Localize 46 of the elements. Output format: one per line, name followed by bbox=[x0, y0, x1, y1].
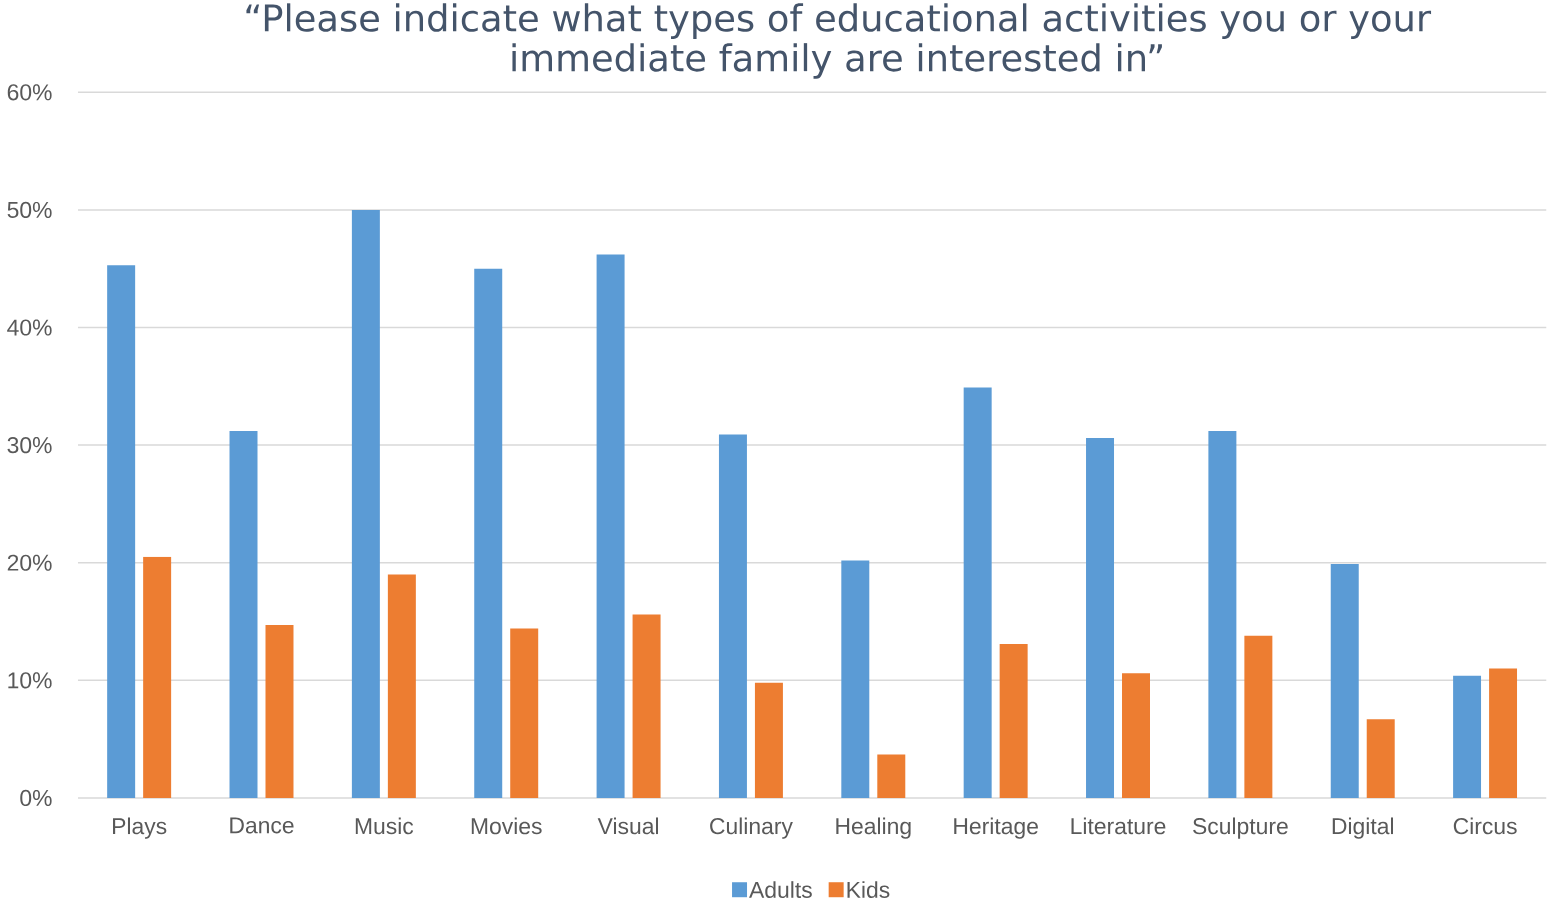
bar bbox=[1244, 635, 1273, 799]
bar bbox=[474, 268, 503, 799]
bar bbox=[877, 754, 906, 799]
bar bbox=[1453, 675, 1482, 799]
y-tick-label: 60% bbox=[7, 84, 52, 101]
x-tick-label: Sculpture bbox=[1193, 817, 1288, 839]
bar bbox=[510, 628, 539, 799]
bar bbox=[1086, 438, 1115, 799]
x-tick-label: Plays bbox=[113, 817, 167, 839]
legend-label: Adults bbox=[749, 881, 812, 899]
bar bbox=[963, 387, 992, 799]
bar bbox=[265, 625, 294, 799]
y-tick-label: 20% bbox=[7, 554, 52, 571]
x-tick-label: Culinary bbox=[710, 817, 793, 839]
chart-title: “Please indicate what types of educational activities you or your immediate family are interested in” bbox=[246, 3, 1432, 79]
x-tick-label: Movies bbox=[471, 817, 542, 835]
bar bbox=[632, 614, 661, 799]
y-tick-label: 50% bbox=[7, 201, 52, 219]
x-tick-label: Circus bbox=[1453, 817, 1517, 835]
bar bbox=[841, 560, 870, 799]
x-tick-label: Digital bbox=[1332, 817, 1394, 839]
bar bbox=[1122, 673, 1150, 799]
y-tick-label: 30% bbox=[7, 437, 52, 454]
x-tick-label: Literature bbox=[1071, 817, 1166, 835]
bar bbox=[999, 643, 1028, 799]
bar bbox=[596, 254, 625, 799]
x-tick-label: Heritage bbox=[954, 817, 1038, 839]
x-tick-label: Dance bbox=[230, 817, 294, 834]
bar bbox=[754, 682, 783, 799]
y-tick-label: 40% bbox=[7, 319, 52, 336]
bar bbox=[351, 209, 380, 799]
y-tick-label: 0% bbox=[20, 789, 52, 807]
bar bbox=[107, 265, 136, 799]
bar bbox=[1489, 668, 1518, 799]
bar bbox=[387, 574, 416, 799]
bar bbox=[718, 434, 747, 799]
y-tick-label: 10% bbox=[8, 672, 52, 689]
x-tick-label: Healing bbox=[836, 817, 911, 839]
bar bbox=[1366, 719, 1395, 799]
x-tick-label: Visual bbox=[597, 817, 659, 835]
bar bbox=[1330, 563, 1359, 799]
bar bbox=[143, 556, 172, 799]
bar bbox=[1208, 431, 1237, 799]
legend-label: Kids bbox=[847, 881, 890, 899]
bar bbox=[229, 431, 258, 799]
x-tick-label: Music bbox=[355, 817, 414, 835]
